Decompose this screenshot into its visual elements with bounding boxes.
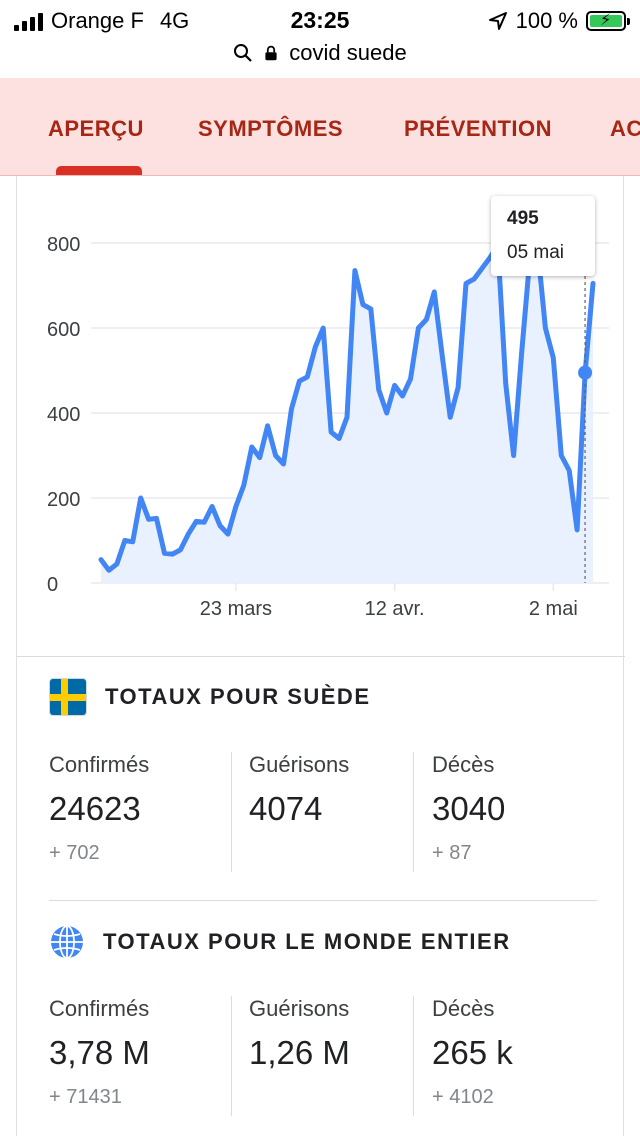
- battery-percent: 100 %: [515, 8, 578, 33]
- y-tick-label: 200: [47, 489, 80, 511]
- highlight-point: [578, 365, 593, 380]
- battery-icon: ⚡: [586, 11, 630, 31]
- cases-chart[interactable]: 0 200 400 600 800 23 mars 12 avr. 2 mai 495 05 …: [17, 176, 625, 656]
- stat-value: 3040: [432, 790, 506, 827]
- y-tick-label: 0: [47, 574, 58, 596]
- carrier-name: Orange F: [51, 8, 144, 33]
- stat-value: 1,26 M: [249, 1034, 350, 1071]
- stat-separator: [413, 996, 414, 1116]
- sweden-recovered: Guérisons 4074: [249, 752, 349, 872]
- status-bar: Orange F 4G 23:25 100 % ⚡ covid suede: [0, 0, 640, 78]
- url-text: covid suede: [289, 40, 407, 65]
- stat-value: 4074: [249, 790, 323, 827]
- stat-delta: + 4102: [432, 1086, 494, 1108]
- x-tick-label: 12 avr.: [365, 598, 425, 620]
- tooltip-date: 05 mai: [507, 242, 565, 263]
- chart-tooltip: 495 05 mai: [491, 196, 595, 276]
- carrier-area: Orange F 4G: [14, 8, 189, 34]
- sweden-confirmed: Confirmés 24623 + 702: [49, 752, 149, 872]
- search-icon: [234, 44, 253, 62]
- x-tick-label: 2 mai: [529, 598, 578, 620]
- stat-separator: [413, 752, 414, 872]
- y-tick-label: 600: [47, 319, 80, 341]
- chart-svg: 0 200 400 600 800 23 mars 12 avr. 2 mai: [47, 234, 609, 620]
- stat-value: 3,78 M: [49, 1034, 150, 1071]
- sweden-title: TOTAUX POUR SUÈDE: [105, 684, 371, 709]
- tab-bar: APERÇU SYMPTÔMES PRÉVENTION AC: [0, 78, 640, 176]
- stat-label: Guérisons: [249, 996, 350, 1021]
- stat-label: Confirmés: [49, 752, 150, 777]
- stat-separator: [231, 996, 232, 1116]
- location-arrow-icon: [488, 12, 507, 30]
- active-tab-indicator: [56, 166, 142, 175]
- chart-divider: [17, 656, 625, 657]
- tab-symptomes[interactable]: SYMPTÔMES: [198, 116, 344, 141]
- tooltip-value: 495: [507, 208, 539, 229]
- network-type: 4G: [159, 8, 190, 33]
- world-stats: Confirmés 3,78 M + 71431 Guérisons 1,26 …: [49, 996, 609, 1126]
- signal-icon: [14, 11, 43, 31]
- status-right: 100 % ⚡: [488, 8, 630, 34]
- sweden-stats: Confirmés 24623 + 702 Guérisons 4074 Déc…: [49, 752, 609, 882]
- lock-icon: [265, 45, 277, 61]
- stat-value: 24623: [49, 790, 141, 827]
- world-deaths: Décès 265 k + 4102: [432, 996, 513, 1116]
- tab-apercu[interactable]: APERÇU: [48, 116, 144, 141]
- series-line: [98, 242, 596, 573]
- world-header: TOTAUX POUR LE MONDE ENTIER: [49, 924, 511, 960]
- sweden-flag-icon: [49, 678, 87, 716]
- sweden-deaths: Décès 3040 + 87: [432, 752, 505, 872]
- url-bar[interactable]: covid suede: [0, 40, 640, 66]
- stat-delta: + 87: [432, 842, 472, 864]
- tab-actualites[interactable]: AC: [610, 116, 640, 141]
- globe-icon: [51, 925, 83, 959]
- stat-label: Décès: [432, 996, 495, 1021]
- stat-separator: [231, 752, 232, 872]
- y-tick-label: 400: [47, 404, 80, 426]
- clock: 23:25: [290, 7, 350, 33]
- stat-label: Décès: [432, 752, 495, 777]
- x-tick-label: 23 mars: [200, 598, 272, 620]
- stat-label: Confirmés: [49, 996, 150, 1021]
- stat-delta: + 702: [49, 842, 100, 864]
- stat-label: Guérisons: [249, 752, 350, 777]
- stat-value: 265 k: [432, 1034, 513, 1071]
- sweden-header: TOTAUX POUR SUÈDE: [49, 678, 371, 716]
- tab-prevention[interactable]: PRÉVENTION: [404, 116, 553, 141]
- stat-delta: + 71431: [49, 1086, 122, 1108]
- section-divider: [49, 900, 597, 901]
- covid-card: 0 200 400 600 800 23 mars 12 avr. 2 mai 495 05 …: [16, 176, 625, 1136]
- world-recovered: Guérisons 1,26 M: [249, 996, 350, 1116]
- y-tick-label: 800: [47, 234, 80, 256]
- chart-area: [101, 245, 593, 583]
- world-title: TOTAUX POUR LE MONDE ENTIER: [103, 929, 511, 954]
- world-confirmed: Confirmés 3,78 M + 71431: [49, 996, 150, 1116]
